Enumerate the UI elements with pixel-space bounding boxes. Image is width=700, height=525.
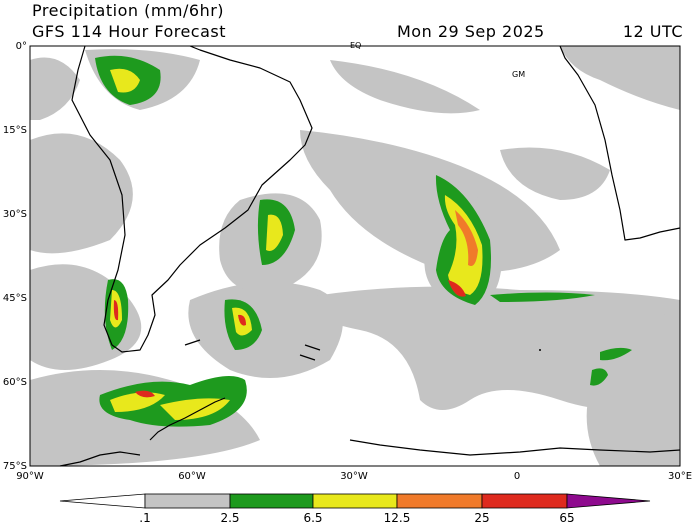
legend-label: 25 [474, 511, 489, 525]
lat-label: 45°S [3, 293, 27, 304]
lat-label: 30°S [3, 209, 27, 220]
lat-label: 15°S [3, 125, 27, 136]
legend-label: .1 [139, 511, 150, 525]
lon-label: 90°W [16, 471, 44, 482]
lon-label: 30°E [668, 471, 692, 482]
coastlines [59, 45, 681, 467]
legend-label: 12.5 [384, 511, 411, 525]
precip-heavy [95, 55, 632, 427]
legend-label: 6.5 [303, 511, 322, 525]
lon-label: 30°W [340, 471, 368, 482]
lat-label: 60°S [3, 377, 27, 388]
time: 12 UTC [623, 22, 683, 41]
lon-label: 0 [514, 471, 520, 482]
lat-label: 75°S [3, 461, 27, 472]
axis-labels: 0° 15°S 30°S 45°S 60°S 75°S90°W 60°W 30°W 0 30°E [3, 41, 692, 482]
colorbar: .1 2.5 6.5 12.5 25 65 [59, 493, 651, 525]
lat-label: 0° [16, 41, 27, 52]
date: Mon 29 Sep 2025 [397, 22, 545, 41]
place-label: GM [512, 70, 525, 79]
legend-label: 65 [559, 511, 574, 525]
title: Precipitation (mm/6hr) [32, 1, 224, 20]
subtitle: GFS 114 Hour Forecast [32, 22, 226, 41]
legend-label: 2.5 [220, 511, 239, 525]
map-frame [29, 45, 681, 467]
map-area: EQ GM [29, 41, 681, 467]
lon-label: 60°W [178, 471, 206, 482]
